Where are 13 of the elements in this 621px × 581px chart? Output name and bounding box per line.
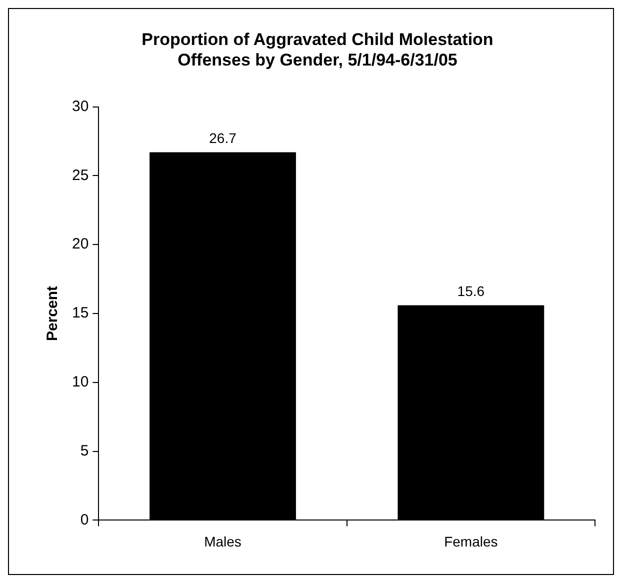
chart-title: Proportion of Aggravated Child Molestation Offenses by Gender, 5/1/94-6/31/05 bbox=[142, 30, 494, 70]
data-label: 15.6 bbox=[457, 283, 485, 300]
y-tick-label: 25 bbox=[72, 166, 89, 184]
y-tick-label: 15 bbox=[72, 304, 89, 322]
data-label: 26.7 bbox=[209, 130, 237, 146]
y-tick-label: 5 bbox=[80, 442, 89, 460]
y-tick-label: 20 bbox=[72, 236, 89, 253]
y-tick-label: 10 bbox=[72, 374, 89, 391]
y-axis-title: Percent bbox=[44, 286, 62, 342]
y-tick-label: 0 bbox=[80, 511, 89, 528]
x-tick-label: Males bbox=[204, 533, 242, 550]
y-tick-label: 30 bbox=[72, 98, 89, 115]
x-tick-label: Females bbox=[444, 533, 498, 550]
